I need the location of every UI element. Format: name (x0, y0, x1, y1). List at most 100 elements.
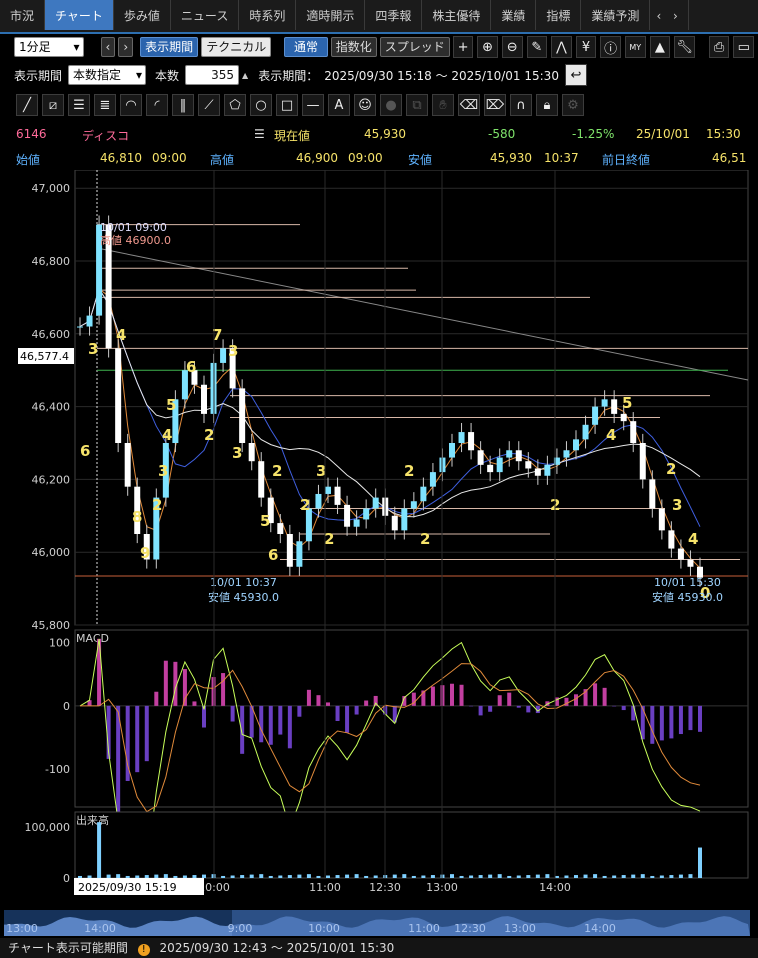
td-count-label: 4 (162, 426, 172, 444)
return-icon[interactable]: ↩ (564, 64, 587, 86)
macd-bar (202, 705, 206, 728)
eraser-tool-icon[interactable]: ⌫ (458, 94, 480, 116)
volume-bar (135, 875, 140, 878)
chart-area[interactable]: 47,000 46,800 46,600 46,400 46,200 46,000 45,8… (0, 170, 758, 938)
candle (229, 348, 236, 389)
normal-button[interactable]: 通常 (284, 37, 328, 57)
stepper-up-icon[interactable]: ▲ (242, 70, 249, 80)
yen-icon[interactable]: ¥ (575, 36, 597, 58)
gann-tool-icon[interactable]: ⟋ (198, 94, 220, 116)
eraser-all-tool-icon[interactable]: ⌦ (484, 94, 506, 116)
high-value: 46,900 (296, 151, 338, 165)
lock-tool-icon[interactable]: 🔒︎ (536, 94, 558, 116)
tab-chart[interactable]: チャート (45, 0, 114, 30)
macd-bar (488, 705, 493, 712)
line-tool-icon[interactable]: ╱ (16, 94, 38, 116)
zoom-in-icon[interactable]: ⊕ (477, 36, 498, 58)
volume-bars (78, 822, 702, 878)
macd-bar (535, 705, 540, 714)
period-select[interactable]: 1分足 ▾ (14, 37, 84, 57)
window-icon[interactable]: ▭ (733, 36, 755, 58)
text-tool-icon[interactable]: A (328, 94, 350, 116)
td-count-label: 2 (404, 462, 414, 480)
td-count-label: 4 (116, 326, 126, 344)
circle-tool-icon[interactable]: ○ (250, 94, 272, 116)
candle (296, 541, 303, 567)
prev-button[interactable]: ‹ (100, 37, 116, 57)
vlines-tool-icon[interactable]: ‖ (172, 94, 194, 116)
pattern-icon[interactable]: ⋀ (551, 36, 572, 58)
tab-bar: 市況 チャート 歩み値 ニュース 時系列 適時開示 四季報 株主優待 業績 指標… (0, 0, 758, 34)
candle (162, 443, 169, 498)
tab-news[interactable]: ニュース (171, 0, 240, 30)
wrench-icon[interactable]: 🔧︎ (674, 36, 695, 58)
display-period-button[interactable]: 表示期間 (140, 37, 199, 57)
macd-bar (345, 705, 350, 733)
print-icon[interactable]: ⎙ (708, 36, 730, 58)
tab-timeseries[interactable]: 時系列 (239, 0, 297, 30)
low-value: 45,930 (490, 151, 532, 165)
tab-disclosure[interactable]: 適時開示 (296, 0, 366, 30)
macd-bar (230, 705, 235, 722)
volume-bar (478, 875, 483, 878)
y-tick-label: 46,800 (32, 255, 71, 268)
low-annotation-text: 安値 45930.0 (208, 590, 279, 604)
count-input[interactable]: 355 (185, 65, 240, 85)
period-row: 表示期間 本数指定 ▾ 本数 355 ▲ 表示期間： 2025/09/30 15:… (0, 64, 758, 86)
spread-button[interactable]: スプレッド (379, 37, 450, 57)
volume-bar (192, 875, 197, 878)
count-stepper[interactable]: ▲ (242, 71, 248, 80)
tab-benefits[interactable]: 株主優待 (422, 0, 492, 30)
mode-select[interactable]: 本数指定 ▾ (68, 65, 147, 85)
magnet-tool-icon[interactable]: ∩ (510, 94, 532, 116)
fan-tool-icon[interactable]: ◜ (146, 94, 168, 116)
rect-tool-icon[interactable]: □ (276, 94, 298, 116)
tab-indicators[interactable]: 指標 (536, 0, 582, 30)
pin-tool-icon[interactable]: ● (380, 94, 402, 116)
crosshair-icon[interactable]: + (452, 36, 474, 58)
macd-y-tick: 0 (63, 700, 70, 713)
candle (420, 486, 427, 502)
icon-tool-icon[interactable]: ☺ (354, 94, 376, 116)
settings-tool-icon[interactable]: ⚙ (562, 94, 584, 116)
hand-tool-icon[interactable]: ✋︎ (432, 94, 454, 116)
volume-y-tick: 0 (63, 872, 70, 885)
macd-bar (173, 661, 178, 706)
tab-shikiho[interactable]: 四季報 (365, 0, 423, 30)
tab-results[interactable]: 業績 (491, 0, 537, 30)
hlines-tool-icon[interactable]: ☰ (68, 94, 90, 116)
arc-tool-icon[interactable]: ◠ (120, 94, 142, 116)
index-button[interactable]: 指数化 (330, 37, 377, 57)
area-chart-icon[interactable]: ▲ (649, 36, 671, 58)
macd-bar (278, 705, 283, 735)
tab-ticks[interactable]: 歩み値 (114, 0, 171, 30)
trend-line (96, 247, 749, 381)
technical-button[interactable]: テクニカル (201, 37, 272, 57)
list-icon[interactable]: ☰ (254, 127, 265, 141)
volume-bar (593, 874, 598, 878)
pencil-icon[interactable]: ✎ (526, 36, 548, 58)
navigator-window[interactable] (232, 910, 750, 936)
info-icon[interactable]: ⓘ (600, 36, 621, 58)
copy-tool-icon[interactable]: ⧉ (406, 94, 428, 116)
volume-bar (182, 875, 187, 878)
macd-bar (163, 660, 168, 706)
navigator-time-axis: 13:00 14:00 9:00 10:00 11:00 12:30 13:00 14:00 (6, 922, 616, 935)
hline-tool-icon[interactable]: — (302, 94, 324, 116)
candle (639, 443, 646, 480)
navigator-tick: 12:30 (454, 922, 486, 935)
pentagon-tool-icon[interactable]: ⬠ (224, 94, 246, 116)
my-icon[interactable]: MY (624, 36, 646, 58)
td-count-label: 3 (232, 444, 242, 462)
td-count-label: 5 (166, 396, 176, 414)
zoom-out-icon[interactable]: ⊖ (501, 36, 523, 58)
tab-scroll-arrows[interactable]: ‹ › (650, 0, 689, 30)
fib-tool-icon[interactable]: ≣ (94, 94, 116, 116)
next-button[interactable]: › (118, 37, 134, 57)
candle (496, 457, 503, 473)
volume-bar (516, 875, 521, 878)
tab-forecast[interactable]: 業績予測 (581, 0, 651, 30)
macd-bar (650, 705, 655, 744)
ruler-tool-icon[interactable]: ⧄ (42, 94, 64, 116)
tab-market[interactable]: 市況 (0, 0, 46, 30)
